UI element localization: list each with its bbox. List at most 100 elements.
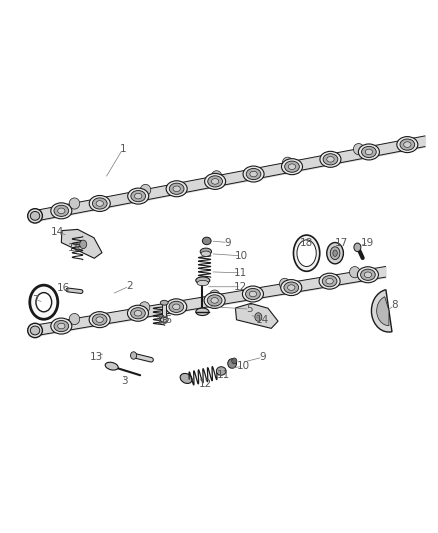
Ellipse shape <box>166 299 187 315</box>
Text: 15: 15 <box>68 243 81 253</box>
Ellipse shape <box>173 304 180 310</box>
Ellipse shape <box>30 326 40 335</box>
Ellipse shape <box>361 147 376 158</box>
Ellipse shape <box>131 308 145 319</box>
Ellipse shape <box>330 247 340 260</box>
Ellipse shape <box>360 269 375 280</box>
Ellipse shape <box>249 291 257 297</box>
Ellipse shape <box>326 278 333 284</box>
Ellipse shape <box>208 176 223 187</box>
Ellipse shape <box>139 302 150 313</box>
Ellipse shape <box>211 297 218 303</box>
Ellipse shape <box>200 248 212 255</box>
Text: 2: 2 <box>126 281 133 291</box>
Ellipse shape <box>279 278 290 289</box>
Ellipse shape <box>350 266 360 278</box>
Ellipse shape <box>288 285 295 290</box>
Ellipse shape <box>58 208 65 214</box>
Ellipse shape <box>105 362 118 370</box>
Text: 10: 10 <box>234 251 247 261</box>
Ellipse shape <box>96 201 103 206</box>
Ellipse shape <box>96 317 103 322</box>
Ellipse shape <box>28 209 42 223</box>
Text: 1: 1 <box>119 144 126 154</box>
Text: 5: 5 <box>246 304 253 314</box>
Ellipse shape <box>246 168 261 180</box>
Ellipse shape <box>281 280 302 296</box>
Ellipse shape <box>92 198 107 209</box>
Ellipse shape <box>333 250 337 256</box>
Ellipse shape <box>284 282 299 293</box>
Ellipse shape <box>400 139 415 150</box>
Ellipse shape <box>327 157 334 162</box>
Ellipse shape <box>282 159 303 175</box>
Ellipse shape <box>170 183 184 195</box>
Circle shape <box>80 240 87 248</box>
Ellipse shape <box>58 323 65 329</box>
Ellipse shape <box>297 240 316 266</box>
Text: 8: 8 <box>391 301 398 310</box>
Ellipse shape <box>169 301 184 312</box>
Ellipse shape <box>207 295 222 306</box>
Wedge shape <box>377 297 389 326</box>
Ellipse shape <box>320 151 341 167</box>
Ellipse shape <box>365 149 373 155</box>
Ellipse shape <box>134 193 142 199</box>
Ellipse shape <box>323 154 338 165</box>
Ellipse shape <box>232 358 237 364</box>
Ellipse shape <box>293 235 320 271</box>
Ellipse shape <box>69 313 80 325</box>
Ellipse shape <box>134 310 141 316</box>
Text: 18: 18 <box>300 238 313 247</box>
Ellipse shape <box>319 273 340 289</box>
Ellipse shape <box>285 161 299 172</box>
Ellipse shape <box>69 198 80 209</box>
Ellipse shape <box>250 171 257 177</box>
Wedge shape <box>371 290 392 332</box>
Ellipse shape <box>288 164 296 169</box>
Circle shape <box>255 313 262 321</box>
Ellipse shape <box>92 314 107 325</box>
Text: 11: 11 <box>217 370 230 379</box>
Text: 15: 15 <box>160 315 173 325</box>
Text: 16: 16 <box>57 283 70 293</box>
Ellipse shape <box>209 290 220 301</box>
Text: 12: 12 <box>234 282 247 292</box>
Ellipse shape <box>358 144 379 160</box>
Ellipse shape <box>201 251 211 256</box>
Ellipse shape <box>404 142 411 148</box>
Ellipse shape <box>28 323 42 338</box>
Ellipse shape <box>131 190 145 201</box>
Ellipse shape <box>51 203 72 219</box>
Ellipse shape <box>283 157 293 168</box>
Ellipse shape <box>211 171 222 182</box>
Ellipse shape <box>160 317 168 322</box>
Ellipse shape <box>243 166 264 182</box>
Ellipse shape <box>54 205 69 216</box>
Circle shape <box>36 293 52 312</box>
Text: 7: 7 <box>32 295 39 304</box>
Ellipse shape <box>246 288 260 300</box>
Ellipse shape <box>353 143 364 155</box>
Ellipse shape <box>89 196 110 212</box>
Text: 14: 14 <box>256 315 269 325</box>
Ellipse shape <box>127 305 148 321</box>
Text: 19: 19 <box>361 238 374 247</box>
Ellipse shape <box>51 318 72 334</box>
Ellipse shape <box>354 243 361 252</box>
Polygon shape <box>61 229 102 259</box>
Ellipse shape <box>243 286 263 302</box>
Ellipse shape <box>212 179 219 184</box>
Text: 17: 17 <box>335 238 348 247</box>
Ellipse shape <box>89 312 110 328</box>
Ellipse shape <box>140 184 151 196</box>
Text: 3: 3 <box>121 376 128 386</box>
Text: 9: 9 <box>224 238 231 247</box>
Ellipse shape <box>180 374 192 383</box>
Ellipse shape <box>397 136 418 152</box>
Ellipse shape <box>166 181 187 197</box>
Ellipse shape <box>204 293 225 309</box>
Text: 13: 13 <box>155 316 169 326</box>
Ellipse shape <box>54 320 69 332</box>
Ellipse shape <box>202 237 211 245</box>
